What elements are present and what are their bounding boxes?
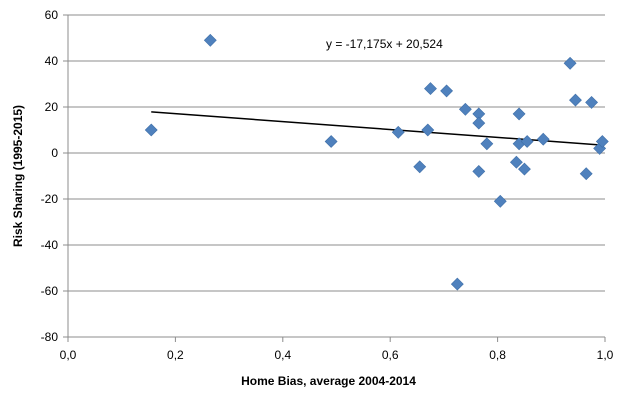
y-axis-ticks: -80 -60 -40 -20 0 20 40 60 (41, 8, 68, 344)
data-point (421, 123, 435, 137)
x-axis-title: Home Bias, average 2004-2014 (241, 374, 416, 388)
y-tick-label: -20 (41, 192, 59, 206)
data-point (458, 102, 472, 116)
data-point (203, 33, 217, 47)
data-points (144, 33, 609, 291)
y-tick-label: 40 (45, 54, 59, 68)
data-point (520, 135, 534, 148)
data-point (480, 137, 494, 151)
data-point (569, 93, 582, 107)
y-tick-label: 60 (45, 8, 59, 22)
x-tick-label: 0,6 (382, 348, 399, 362)
y-tick-label: 20 (45, 100, 59, 114)
y-tick-label: -80 (41, 330, 59, 344)
data-point (595, 135, 609, 148)
data-point (579, 167, 593, 181)
data-point (324, 135, 338, 148)
data-point (509, 155, 523, 169)
x-tick-label: 0,0 (60, 348, 77, 362)
data-point (518, 162, 531, 176)
data-point (450, 277, 464, 291)
data-point (440, 84, 454, 98)
x-tick-label: 0,2 (167, 348, 184, 362)
x-tick-label: 1,0 (597, 348, 614, 362)
data-point (391, 125, 405, 139)
data-point (424, 82, 437, 96)
data-point (472, 164, 486, 178)
data-point (563, 56, 577, 70)
data-point (413, 160, 427, 174)
gridlines (68, 14, 605, 292)
data-point (536, 132, 550, 146)
x-tick-label: 0,8 (489, 348, 506, 362)
x-axis-ticks: 0,0 0,2 0,4 0,6 0,8 1,0 (60, 337, 614, 362)
data-point (144, 123, 158, 137)
y-tick-label: -40 (41, 238, 59, 252)
y-tick-label: -60 (41, 284, 59, 298)
trendline-equation: y = -17,175x + 20,524 (326, 37, 443, 51)
trendline (151, 111, 603, 146)
data-point (512, 107, 526, 121)
data-point (472, 116, 486, 130)
y-axis-title: Risk Sharing (1995-2015) (11, 105, 25, 247)
data-point (585, 95, 598, 109)
y-tick-label: 0 (51, 146, 58, 160)
data-point (493, 194, 507, 208)
x-tick-label: 0,4 (274, 348, 291, 362)
